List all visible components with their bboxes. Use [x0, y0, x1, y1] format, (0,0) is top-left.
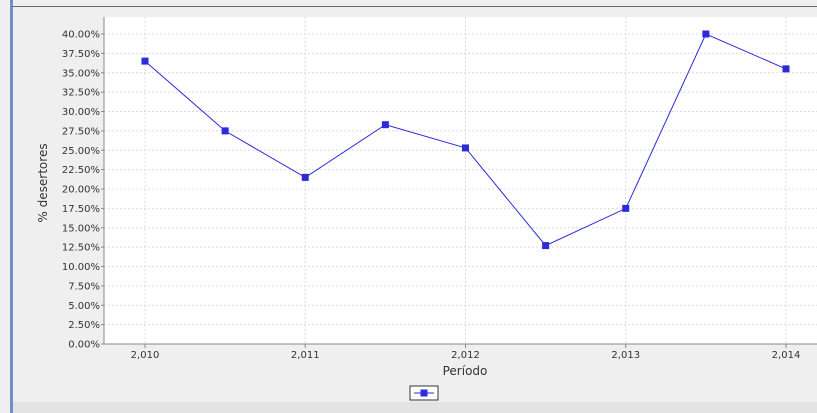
footer-band — [13, 402, 817, 413]
window-top-border — [12, 6, 817, 7]
data-point — [381, 121, 389, 129]
legend[interactable] — [409, 385, 439, 401]
x-tick-label: 2,011 — [291, 350, 320, 361]
data-point — [141, 57, 149, 65]
y-tick-label: 5.00% — [68, 301, 100, 312]
y-tick-label: 2.50% — [68, 320, 100, 331]
y-tick-label: 32.50% — [62, 88, 100, 99]
y-tick-label: 7.50% — [68, 281, 100, 292]
data-point — [462, 144, 469, 152]
y-axis-ticks: 0.00% 2.50% 5.00% 7.50% 10.00% 12.50% 15.00% 17… — [62, 30, 104, 351]
data-point — [542, 242, 550, 250]
data-point — [702, 30, 710, 38]
data-point — [622, 204, 630, 212]
y-tick-label: 10.00% — [62, 262, 100, 273]
data-point — [301, 173, 309, 181]
series-layer — [141, 30, 790, 250]
x-tick-label: 2,014 — [772, 350, 801, 361]
y-tick-label: 22.50% — [62, 165, 100, 176]
y-tick-label: 37.50% — [62, 49, 100, 60]
y-tick-label: 27.50% — [62, 126, 100, 137]
data-point — [782, 65, 790, 73]
window-left-border — [10, 0, 13, 413]
y-tick-label: 0.00% — [68, 340, 100, 351]
y-tick-label: 20.00% — [62, 185, 100, 196]
y-tick-label: 40.00% — [62, 30, 100, 41]
x-tick-label: 2,010 — [131, 350, 160, 361]
y-axis-title: % desertores — [36, 143, 50, 222]
legend-marker — [420, 389, 428, 397]
data-point — [221, 127, 229, 135]
y-tick-label: 25.00% — [62, 146, 100, 157]
y-tick-label: 17.50% — [62, 204, 100, 215]
x-axis-ticks: 2,010 2,011 2,012 2,013 2,014 — [131, 344, 801, 361]
y-tick-label: 15.00% — [62, 223, 100, 234]
x-tick-label: 2,012 — [451, 350, 480, 361]
plot-area — [104, 17, 817, 344]
axes — [103, 17, 817, 345]
y-tick-label: 30.00% — [62, 107, 100, 118]
y-tick-label: 12.50% — [62, 243, 100, 254]
x-tick-label: 2,013 — [611, 350, 640, 361]
x-axis-title: Período — [443, 364, 488, 378]
y-tick-label: 35.00% — [62, 68, 100, 79]
